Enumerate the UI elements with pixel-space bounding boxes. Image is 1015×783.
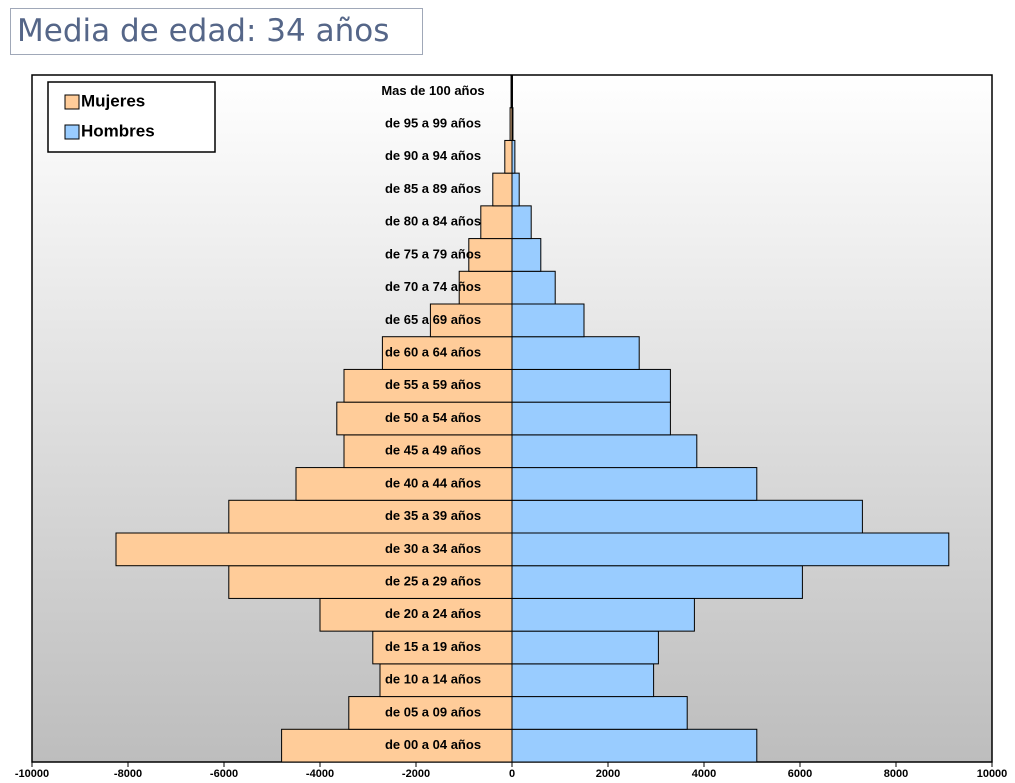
category-label: de 25 a 29 años — [385, 574, 481, 589]
bar — [504, 139, 513, 174]
x-tick-label: 4000 — [692, 768, 716, 780]
bar — [511, 532, 950, 567]
bar — [379, 663, 513, 698]
bar — [115, 532, 513, 567]
bar — [511, 368, 671, 403]
bar — [511, 597, 695, 632]
x-tick-label: -10000 — [15, 768, 49, 780]
bar — [511, 434, 698, 469]
category-label: de 90 a 94 años — [385, 148, 481, 163]
category-label: de 55 a 59 años — [385, 377, 481, 392]
bar — [343, 434, 513, 469]
category-label: de 85 a 89 años — [385, 181, 481, 196]
bar — [511, 663, 655, 698]
x-tick-label: 2000 — [596, 768, 620, 780]
bar — [429, 303, 513, 338]
bar — [511, 565, 803, 599]
category-label: de 15 a 19 años — [385, 639, 481, 654]
bar — [348, 696, 513, 730]
bar — [511, 303, 585, 338]
category-label: Mas de 100 años — [381, 83, 484, 98]
category-label: de 40 a 44 años — [385, 475, 481, 490]
x-tick-label: 6000 — [788, 768, 812, 780]
category-label: de 45 a 49 años — [385, 443, 481, 458]
x-tick-label: 8000 — [884, 768, 908, 780]
category-label: de 05 a 09 años — [385, 704, 481, 719]
bar — [468, 238, 513, 272]
x-tick-label: -2000 — [402, 768, 430, 780]
bar — [336, 401, 513, 436]
category-label: de 35 a 39 años — [385, 508, 481, 523]
bar — [511, 467, 758, 501]
category-label: de 95 a 99 años — [385, 116, 481, 131]
x-tick-label: -6000 — [210, 768, 238, 780]
legend-box — [47, 81, 216, 153]
bar — [381, 336, 513, 370]
x-tick-label: -4000 — [306, 768, 334, 780]
category-label: de 65 a 69 años — [385, 312, 481, 327]
bar — [511, 401, 671, 436]
bar — [511, 172, 520, 207]
legend-label: Hombres — [81, 121, 155, 140]
category-label: de 20 a 24 años — [385, 606, 481, 621]
category-label: de 00 a 04 años — [385, 737, 481, 752]
bar — [511, 238, 542, 272]
bar — [511, 696, 688, 730]
category-label: de 10 a 14 años — [385, 672, 481, 687]
bar — [511, 270, 556, 305]
chart-title: Media de edad: 34 años — [10, 8, 423, 55]
bar — [480, 205, 513, 240]
legend-swatch — [64, 94, 80, 110]
category-label: de 70 a 74 años — [385, 279, 481, 294]
bar — [511, 728, 758, 763]
category-label: de 50 a 54 años — [385, 410, 481, 425]
x-tick-label: -8000 — [114, 768, 142, 780]
category-label: de 80 a 84 años — [385, 214, 481, 229]
bar — [492, 172, 513, 207]
bar — [228, 499, 513, 534]
legend-swatch — [64, 124, 80, 140]
x-tick-label: 0 — [509, 768, 515, 780]
bar — [295, 467, 513, 501]
bar — [511, 630, 659, 665]
category-label: de 75 a 79 años — [385, 246, 481, 261]
bar — [511, 499, 863, 534]
category-label: de 30 a 34 años — [385, 541, 481, 556]
bar — [511, 205, 532, 240]
category-label: de 60 a 64 años — [385, 345, 481, 360]
bar — [511, 336, 640, 370]
x-tick-label: 10000 — [977, 768, 1008, 780]
legend-label: Mujeres — [81, 91, 145, 110]
